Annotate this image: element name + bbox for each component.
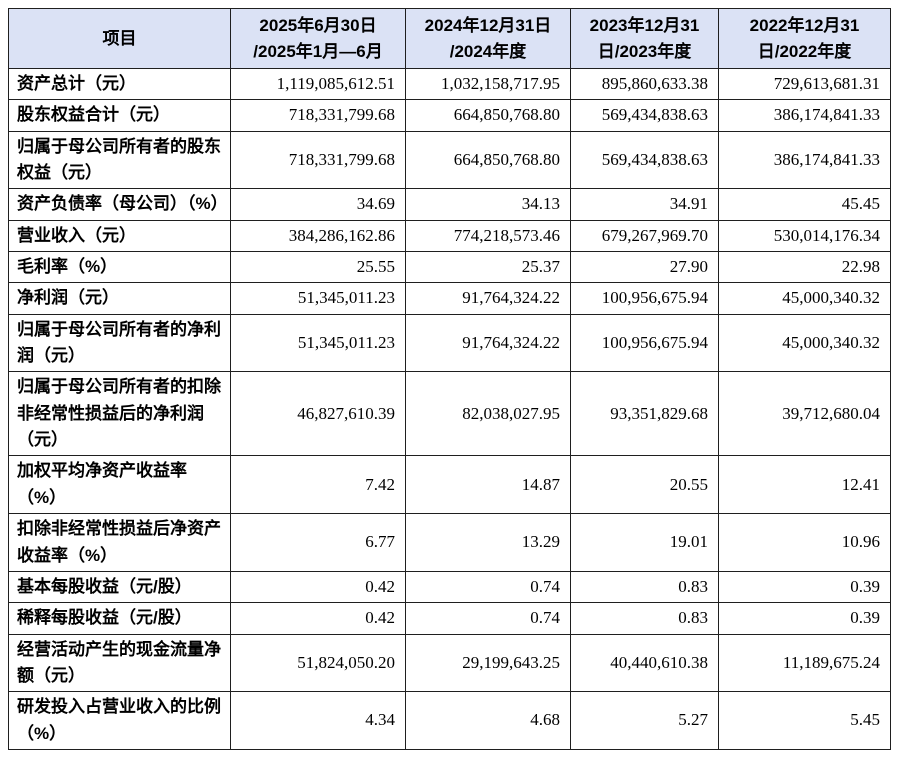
cell-value: 895,860,633.38	[570, 67, 719, 101]
cell-value: 51,345,011.23	[230, 313, 406, 373]
cell-value: 46,827,610.39	[230, 371, 406, 457]
cell-value: 718,331,799.68	[230, 130, 406, 190]
cell-value: 82,038,027.95	[405, 371, 571, 457]
cell-value: 5.27	[570, 691, 719, 750]
cell-value: 45,000,340.32	[718, 282, 891, 315]
cell-value: 100,956,675.94	[570, 313, 719, 373]
table-row: 股东权益合计（元） 718,331,799.68 664,850,768.80 …	[8, 99, 891, 132]
cell-value: 774,218,573.46	[405, 219, 571, 253]
row-label: 归属于母公司所有者的股东权益（元）	[8, 130, 231, 190]
table-row: 研发投入占营业收入的比例（%） 4.34 4.68 5.27 5.45	[8, 691, 891, 750]
cell-value: 4.68	[405, 691, 571, 750]
cell-value: 13.29	[405, 513, 571, 572]
table-row: 毛利率（%） 25.55 25.37 27.90 22.98	[8, 251, 891, 284]
table-row: 归属于母公司所有者的股东权益（元） 718,331,799.68 664,850…	[8, 130, 891, 190]
table-row: 营业收入（元） 384,286,162.86 774,218,573.46 67…	[8, 219, 891, 253]
column-header-item: 项目	[8, 8, 231, 69]
table-row: 扣除非经常性损益后净资产收益率（%） 6.77 13.29 19.01 10.9…	[8, 513, 891, 572]
cell-value: 51,824,050.20	[230, 633, 406, 693]
table-header-row: 项目 2025年6月30日 /2025年1月—6月 2024年12月31日 /2…	[8, 8, 891, 69]
cell-value: 0.39	[718, 602, 891, 635]
cell-value: 0.74	[405, 602, 571, 635]
cell-value: 45.45	[718, 188, 891, 221]
cell-value: 4.34	[230, 691, 406, 750]
cell-value: 1,032,158,717.95	[405, 67, 571, 101]
cell-value: 0.83	[570, 570, 719, 604]
table-row: 归属于母公司所有者的扣除非经常性损益后的净利润（元） 46,827,610.39…	[8, 371, 891, 457]
cell-value: 14.87	[405, 455, 571, 515]
cell-value: 386,174,841.33	[718, 130, 891, 190]
row-label: 资产负债率（母公司）（%）	[8, 188, 231, 221]
cell-value: 40,440,610.38	[570, 633, 719, 693]
cell-value: 0.74	[405, 570, 571, 604]
cell-value: 91,764,324.22	[405, 313, 571, 373]
row-label: 经营活动产生的现金流量净额（元）	[8, 633, 231, 693]
cell-value: 19.01	[570, 513, 719, 572]
table-row: 净利润（元） 51,345,011.23 91,764,324.22 100,9…	[8, 282, 891, 315]
row-label: 归属于母公司所有者的扣除非经常性损益后的净利润（元）	[8, 371, 231, 457]
cell-value: 569,434,838.63	[570, 99, 719, 132]
table-row: 基本每股收益（元/股） 0.42 0.74 0.83 0.39	[8, 570, 891, 604]
cell-value: 34.13	[405, 188, 571, 221]
cell-value: 718,331,799.68	[230, 99, 406, 132]
cell-value: 11,189,675.24	[718, 633, 891, 693]
row-label: 营业收入（元）	[8, 219, 231, 253]
row-label: 扣除非经常性损益后净资产收益率（%）	[8, 513, 231, 572]
cell-value: 0.39	[718, 570, 891, 604]
cell-value: 22.98	[718, 251, 891, 284]
cell-value: 5.45	[718, 691, 891, 750]
column-header-2024: 2024年12月31日 /2024年度	[405, 8, 571, 69]
cell-value: 93,351,829.68	[570, 371, 719, 457]
cell-value: 45,000,340.32	[718, 313, 891, 373]
cell-value: 386,174,841.33	[718, 99, 891, 132]
column-header-2022: 2022年12月31 日/2022年度	[718, 8, 891, 69]
cell-value: 569,434,838.63	[570, 130, 719, 190]
column-header-2025: 2025年6月30日 /2025年1月—6月	[230, 8, 406, 69]
cell-value: 34.91	[570, 188, 719, 221]
cell-value: 0.42	[230, 570, 406, 604]
cell-value: 0.83	[570, 602, 719, 635]
cell-value: 1,119,085,612.51	[230, 67, 406, 101]
table-row: 加权平均净资产收益率（%） 7.42 14.87 20.55 12.41	[8, 455, 891, 515]
row-label: 资产总计（元）	[8, 67, 231, 101]
row-label: 股东权益合计（元）	[8, 99, 231, 132]
table-row: 归属于母公司所有者的净利润（元） 51,345,011.23 91,764,32…	[8, 313, 891, 373]
cell-value: 384,286,162.86	[230, 219, 406, 253]
cell-value: 664,850,768.80	[405, 99, 571, 132]
cell-value: 100,956,675.94	[570, 282, 719, 315]
cell-value: 729,613,681.31	[718, 67, 891, 101]
column-header-2023: 2023年12月31 日/2023年度	[570, 8, 719, 69]
cell-value: 0.42	[230, 602, 406, 635]
table-row: 经营活动产生的现金流量净额（元） 51,824,050.20 29,199,64…	[8, 633, 891, 693]
cell-value: 10.96	[718, 513, 891, 572]
cell-value: 29,199,643.25	[405, 633, 571, 693]
cell-value: 91,764,324.22	[405, 282, 571, 315]
row-label: 基本每股收益（元/股）	[8, 570, 231, 604]
cell-value: 25.37	[405, 251, 571, 284]
row-label: 研发投入占营业收入的比例（%）	[8, 691, 231, 750]
row-label: 稀释每股收益（元/股）	[8, 602, 231, 635]
cell-value: 25.55	[230, 251, 406, 284]
cell-value: 39,712,680.04	[718, 371, 891, 457]
table-row: 资产负债率（母公司）（%） 34.69 34.13 34.91 45.45	[8, 188, 891, 221]
cell-value: 679,267,969.70	[570, 219, 719, 253]
table-row: 稀释每股收益（元/股） 0.42 0.74 0.83 0.39	[8, 602, 891, 635]
cell-value: 20.55	[570, 455, 719, 515]
cell-value: 27.90	[570, 251, 719, 284]
row-label: 归属于母公司所有者的净利润（元）	[8, 313, 231, 373]
cell-value: 530,014,176.34	[718, 219, 891, 253]
cell-value: 34.69	[230, 188, 406, 221]
row-label: 净利润（元）	[8, 282, 231, 315]
cell-value: 7.42	[230, 455, 406, 515]
cell-value: 6.77	[230, 513, 406, 572]
cell-value: 51,345,011.23	[230, 282, 406, 315]
financial-summary-table: 项目 2025年6月30日 /2025年1月—6月 2024年12月31日 /2…	[8, 8, 891, 750]
row-label: 毛利率（%）	[8, 251, 231, 284]
table-row: 资产总计（元） 1,119,085,612.51 1,032,158,717.9…	[8, 67, 891, 101]
cell-value: 664,850,768.80	[405, 130, 571, 190]
cell-value: 12.41	[718, 455, 891, 515]
row-label: 加权平均净资产收益率（%）	[8, 455, 231, 515]
